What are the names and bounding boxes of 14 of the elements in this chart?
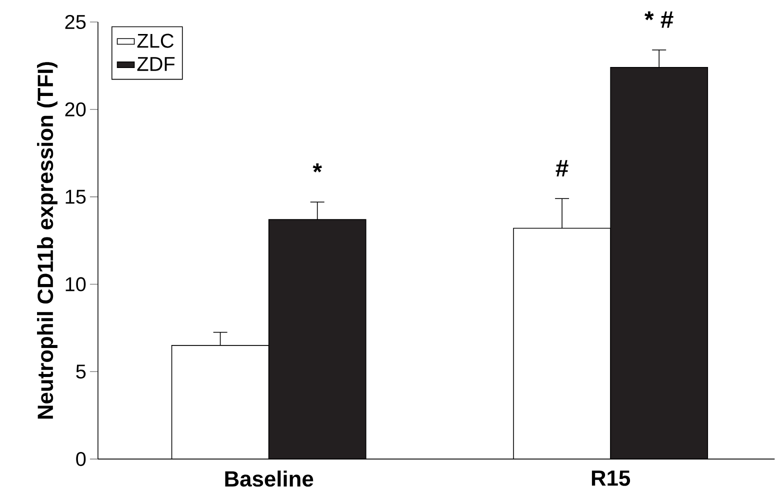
x-tick-label: R15 [592, 470, 630, 486]
y-tick-label: 0 [76, 452, 86, 466]
annotation: # [556, 160, 568, 176]
y-axis-title: Neutrophil CD11b expression (TFI) [37, 62, 58, 419]
legend-label: ZLC [137, 34, 174, 48]
legend-label: ZDF [137, 57, 175, 71]
y-tick-label: 15 [66, 190, 86, 204]
y-tick-label: 10 [66, 277, 86, 292]
x-tick-label: Baseline [225, 470, 314, 487]
annotation: * # [644, 11, 674, 28]
y-tick-label: 25 [65, 15, 86, 30]
y-tick-label: 5 [76, 364, 86, 379]
y-tick-label: 20 [65, 102, 86, 117]
annotation: * [312, 164, 322, 172]
